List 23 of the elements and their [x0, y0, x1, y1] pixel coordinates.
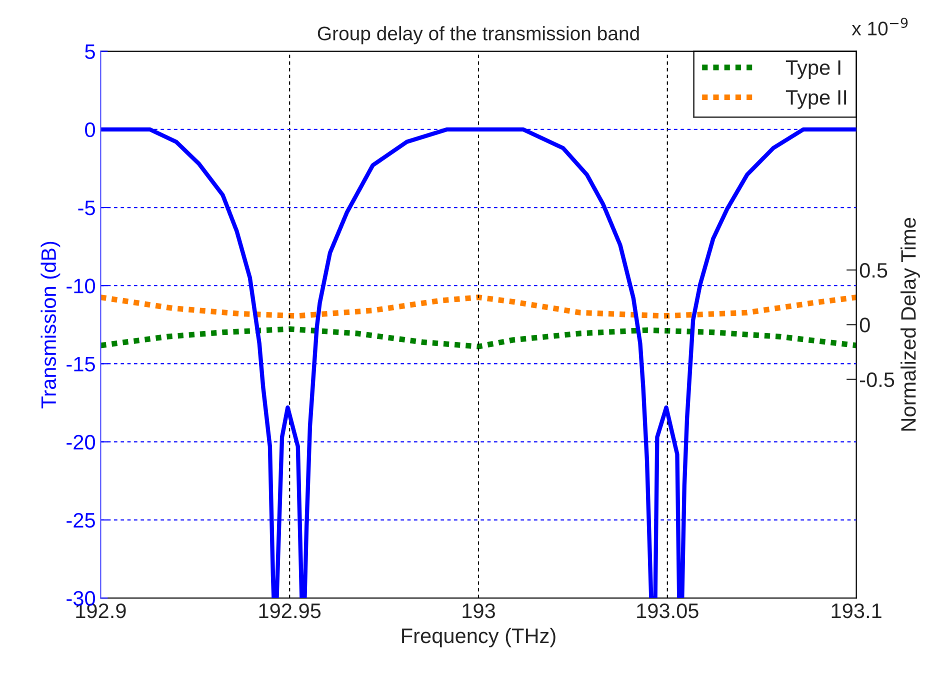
y-tick-label: 5 [85, 44, 95, 60]
y-tick-label: -30 [66, 591, 96, 606]
y2-tick-label: 0 [860, 318, 870, 332]
y-tick-label: -25 [66, 512, 95, 528]
y-tick-label: -5 [78, 200, 95, 216]
chart-title: Group delay of the transmission band [318, 26, 639, 44]
x-tick-label: 193.05 [637, 603, 698, 618]
y-tick-label: -10 [66, 278, 96, 294]
text: x 10$^{−9}$ [852, 18, 908, 36]
y-axis-title: Transmission (dB) [40, 242, 60, 408]
x-tick-label: 193.1 [832, 603, 882, 618]
y2-tick-label: -0.5 [860, 372, 894, 388]
x-tick-label: 192.95 [259, 603, 321, 618]
y-tick-label: -20 [66, 434, 96, 450]
y2-axis-title: Normalized Delay Time [900, 218, 920, 431]
y-tick-label: -15 [66, 356, 95, 372]
x-tick-label: 192.9 [76, 603, 126, 618]
y2-tick-label: 0.5 [860, 263, 888, 278]
legend-label: Type I [786, 60, 840, 80]
x-tick-label: 193 [462, 603, 495, 618]
y-tick-label: 0 [85, 122, 96, 138]
x-axis-title: Frequency (THz) [402, 628, 556, 648]
legend-label: Type II [786, 90, 846, 109]
